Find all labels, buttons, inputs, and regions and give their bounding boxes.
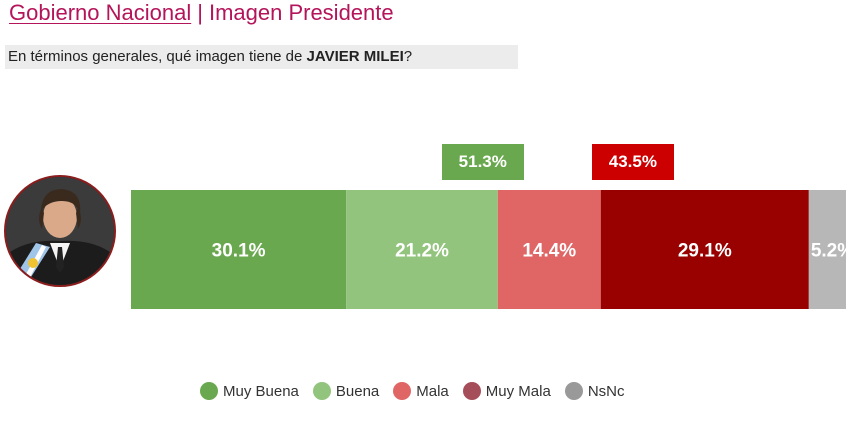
question-text: En términos generales, qué imagen tiene … [5,45,518,69]
data-label: 29.1% [678,241,732,262]
legend-label: Buena [335,382,380,400]
data-label: 30.1% [212,241,266,262]
bar-segment-nsnc [808,190,846,309]
total-badge-negative: 43.5% [591,144,674,180]
legend-item: Muy Buena [200,382,299,400]
legend-label: NsNc [587,382,625,400]
legend-item: Muy Mala [462,382,551,400]
question-prefix: En términos generales, qué imagen tiene … [8,48,307,65]
data-label: 14.4% [522,241,576,262]
legend-label: Muy Mala [485,382,551,400]
legend-item: NsNc [564,382,625,400]
legend-dot [462,382,481,400]
bar-segment-muy-buena [131,190,347,309]
legend-label: Mala [416,382,449,400]
title-main: Gobierno Nacional [9,0,192,25]
title-separator: | [197,0,203,25]
legend-dot [564,382,583,400]
legend-label: Muy Buena [223,382,299,400]
legend-dot [200,382,218,400]
data-label: 21.2% [395,241,449,262]
legend-item: Buena [312,382,380,400]
total-badge-positive: 51.3% [441,144,524,180]
legend-dot [393,382,412,400]
bar-segment-buena [346,190,498,309]
page-title: Gobierno Nacional | Imagen Presidente [9,0,394,26]
legend-dot [312,382,331,400]
title-sub: Imagen Presidente [208,0,394,25]
data-label: 5.2% [811,241,854,262]
bar-segment-muy-mala [600,190,809,309]
legend: Muy Buena Buena Mala Muy Mala NsNc [200,382,638,400]
question-name: JAVIER MILEI [306,48,404,65]
bar-segment-mala [497,190,601,309]
legend-item: Mala [393,382,449,400]
question-suffix: ? [403,48,413,65]
